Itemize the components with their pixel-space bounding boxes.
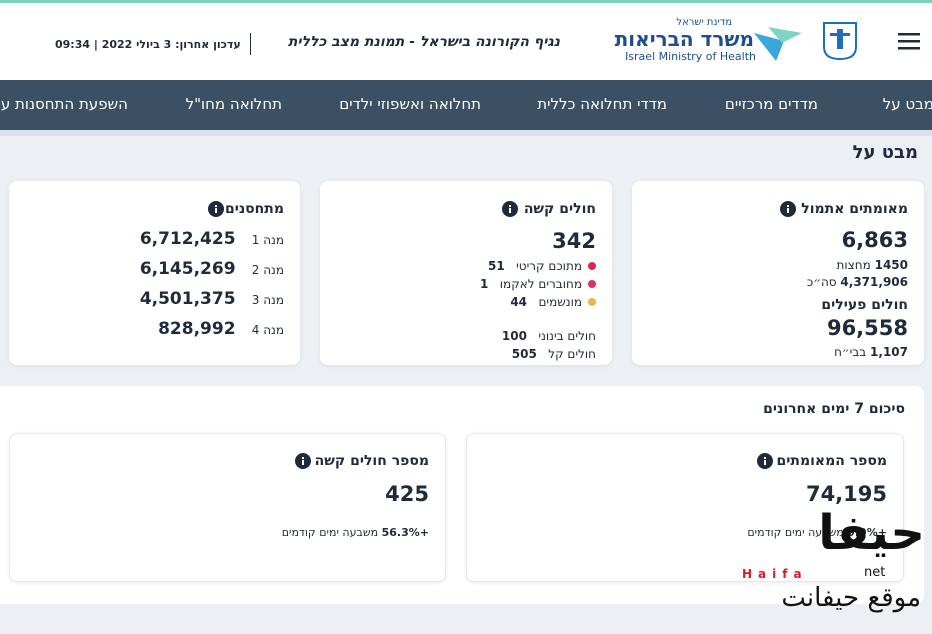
dot bbox=[588, 298, 596, 306]
info-icon[interactable] bbox=[780, 201, 796, 217]
emblem bbox=[823, 22, 857, 61]
stat-label: מחוברים לאקמו bbox=[499, 277, 582, 291]
value: 6,863 bbox=[841, 228, 908, 252]
subtitle: חולים פעילים bbox=[821, 297, 908, 313]
nav-item[interactable]: השפעת התחסנות ע bbox=[0, 95, 128, 113]
value: 96,558 bbox=[826, 316, 908, 340]
ministry-en: Israel Ministry of Health bbox=[625, 50, 756, 63]
info-icon[interactable] bbox=[502, 201, 518, 217]
page-title: נגיף הקורונה בישראל - תמונת מצב כללית bbox=[287, 34, 560, 50]
nav-bar: מבט על מדדים מרכזיים מדדי תחלואה כללית ת… bbox=[0, 80, 932, 130]
stat-label: מונשמים bbox=[538, 295, 582, 309]
nav-item[interactable]: תחלואה ואשפוזי ילדים bbox=[339, 95, 481, 113]
dose-row: מנה 3 4,501,375 bbox=[140, 289, 284, 309]
watermark: حيفا Haifa net موقع حيفانت bbox=[740, 505, 925, 625]
stat-value: 100 bbox=[501, 329, 527, 343]
section-title: סיכום 7 ימים אחרונים bbox=[763, 401, 905, 417]
stat-row: מונשמים 44 bbox=[510, 295, 596, 309]
stat-row: מתוכם קריטי 51 bbox=[488, 259, 596, 273]
value: 74,195 bbox=[805, 482, 887, 506]
stat-value: 44 bbox=[510, 295, 528, 309]
updated: עדכון אחרון: 3 ביולי 2022 | 09:34 bbox=[55, 38, 241, 51]
menu-icon[interactable] bbox=[898, 31, 920, 51]
dose-value: 6,712,425 bbox=[139, 229, 236, 249]
dose-row: מנה 4 828,992 bbox=[158, 319, 284, 339]
section-title: מבט על bbox=[852, 142, 918, 163]
stat-value: 1 bbox=[479, 277, 489, 291]
stat-row: חולים קל 505 bbox=[512, 347, 596, 361]
stat-label: מתוכם קריטי bbox=[516, 259, 582, 273]
nav-item[interactable]: מדדים מרכזיים bbox=[724, 95, 818, 113]
confirmed-card: מאומתים אתמול 6,863 1450 מחצות 4,371,906… bbox=[632, 181, 924, 365]
value: 342 bbox=[552, 229, 596, 253]
logo-mark bbox=[754, 27, 802, 61]
stat-label: מחצות bbox=[836, 258, 871, 272]
info-icon[interactable] bbox=[208, 201, 224, 217]
separator bbox=[250, 33, 251, 55]
stat-label: חולים קל bbox=[548, 347, 596, 361]
dose-value: 828,992 bbox=[158, 319, 236, 339]
change-label: משבעה ימים קודמים bbox=[747, 526, 844, 539]
change: +56.3% bbox=[381, 526, 429, 539]
watermark-logo: حيفا bbox=[818, 505, 925, 561]
summary-card: מספר המאומתים 74,195 +9.9% משבעה ימים קו… bbox=[466, 433, 904, 582]
stat-value: 505 bbox=[511, 347, 537, 361]
vaccinated-card: מתחסנים מנה 1 6,712,425 מנה 2 6,145,269 … bbox=[9, 181, 300, 365]
value: 425 bbox=[385, 482, 429, 506]
stat-value: 51 bbox=[487, 259, 505, 273]
dose-label: מנה 4 bbox=[251, 323, 284, 337]
stat-row: 4,371,906 סה״כ bbox=[807, 275, 908, 289]
dose-value: 4,501,375 bbox=[139, 289, 236, 309]
change: +9.9% bbox=[847, 526, 887, 539]
dose-label: מנה 3 bbox=[251, 293, 284, 307]
dose-label: מנה 2 bbox=[251, 263, 284, 277]
change-row: +56.3% משבעה ימים קודמים bbox=[282, 526, 429, 539]
card-title: מתחסנים bbox=[224, 201, 284, 217]
nav-item[interactable]: מבט על bbox=[882, 95, 932, 113]
change-row: +9.9% משבעה ימים קודמים bbox=[747, 526, 887, 539]
dot bbox=[588, 262, 596, 270]
stat-label: סה״כ bbox=[806, 275, 837, 289]
stat-row: מחוברים לאקמו 1 bbox=[480, 277, 596, 291]
stat-value: 4,371,906 bbox=[840, 275, 908, 289]
card-title: מספר חולים קשה bbox=[314, 453, 429, 469]
summary-card: מספר חולים קשה 425 +56.3% משבעה ימים קוד… bbox=[9, 433, 446, 582]
watermark-caption: موقع حيفانت bbox=[781, 583, 921, 613]
ministry-name: משרד הבריאות bbox=[614, 27, 754, 51]
watermark-net: net bbox=[864, 565, 886, 580]
card-title: מאומתים אתמול bbox=[801, 201, 908, 217]
stat-row: 1,107 בבי״ח bbox=[834, 345, 908, 359]
nav-item[interactable]: מדדי תחלואה כללית bbox=[537, 95, 667, 113]
summary-panel: סיכום 7 ימים אחרונים מספר המאומתים 74,19… bbox=[0, 386, 924, 604]
info-icon[interactable] bbox=[295, 453, 311, 469]
stat-value: 1450 bbox=[874, 258, 908, 272]
dose-row: מנה 2 6,145,269 bbox=[140, 259, 284, 279]
info-icon[interactable] bbox=[757, 453, 773, 469]
stat-label: בבי״ח bbox=[834, 345, 867, 359]
severe-card: חולים קשה 342 מתוכם קריטי 51 מחוברים לאק… bbox=[320, 181, 612, 365]
stat-row: חולים בינוני 100 bbox=[502, 329, 596, 343]
stat-value: 1,107 bbox=[870, 345, 908, 359]
dose-row: מנה 1 6,712,425 bbox=[140, 229, 284, 249]
state-name: מדינת ישראל bbox=[676, 17, 732, 28]
card-title: חולים קשה bbox=[523, 201, 596, 217]
card-title: מספר המאומתים bbox=[776, 453, 887, 469]
change-label: משבעה ימים קודמים bbox=[281, 526, 379, 539]
dot bbox=[588, 280, 596, 288]
stat-row: 1450 מחצות bbox=[837, 258, 909, 272]
nav-shadow bbox=[0, 130, 932, 136]
dose-label: מנה 1 bbox=[251, 233, 284, 247]
stat-label: חולים בינוני bbox=[538, 329, 596, 343]
nav-item[interactable]: תחלואה מחו"ל bbox=[185, 95, 282, 113]
header: מדינת ישראל משרד הבריאות Israel Ministry… bbox=[0, 0, 932, 80]
dose-value: 6,145,269 bbox=[139, 259, 236, 279]
watermark-latin: Haifa bbox=[742, 567, 808, 581]
